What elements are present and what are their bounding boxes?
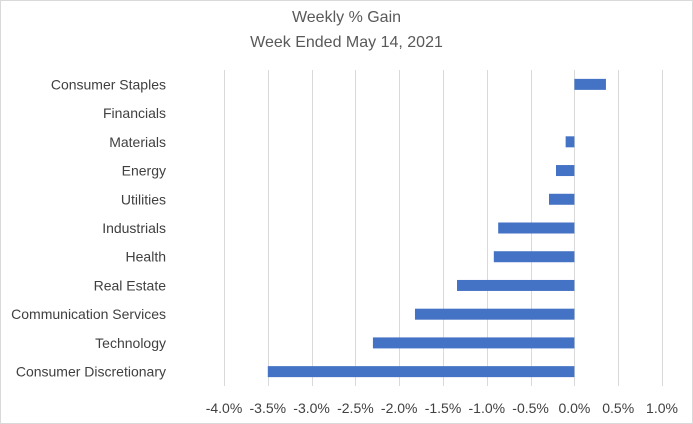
gridlines bbox=[224, 70, 663, 386]
bar bbox=[267, 366, 575, 378]
category-label: Consumer Staples bbox=[51, 76, 166, 92]
category-label: Industrials bbox=[102, 220, 166, 236]
category-label: Energy bbox=[122, 163, 166, 179]
chart-title: Weekly % Gain bbox=[291, 9, 402, 26]
x-tick-label: -3.5% bbox=[250, 400, 287, 416]
category-label: Health bbox=[126, 249, 166, 265]
x-tick-label: -2.5% bbox=[337, 400, 374, 416]
category-label: Consumer Discretionary bbox=[16, 364, 166, 380]
category-labels: Consumer Staples Financials Materials Energ… bbox=[11, 76, 166, 379]
x-tick-label: -4.0% bbox=[206, 400, 243, 416]
x-tick-label: 0.0% bbox=[558, 400, 590, 416]
bar bbox=[414, 308, 575, 320]
bar bbox=[372, 337, 575, 349]
category-label: Technology bbox=[95, 335, 166, 351]
x-tick-label: -2.0% bbox=[381, 400, 418, 416]
category-label: Real Estate bbox=[94, 277, 167, 293]
bar bbox=[457, 279, 575, 291]
bar bbox=[548, 193, 575, 205]
category-label: Financials bbox=[103, 105, 166, 121]
x-tick-label: 0.5% bbox=[602, 400, 634, 416]
x-tick-label: -1.0% bbox=[469, 400, 506, 416]
bar bbox=[574, 78, 606, 90]
x-tick-label: -3.0% bbox=[293, 400, 330, 416]
x-tick-label: 1.0% bbox=[646, 400, 678, 416]
bar bbox=[493, 251, 575, 263]
x-tick-labels: -4.0% -3.5% -3.0% -2.5% -2.0% -1.5% -1.0% -0.5%… bbox=[206, 400, 678, 416]
chart-subtitle: Week Ended May 14, 2021 bbox=[250, 34, 443, 51]
x-tick-label: -0.5% bbox=[512, 400, 549, 416]
bar bbox=[565, 136, 575, 148]
bar bbox=[498, 222, 575, 234]
category-label: Communication Services bbox=[11, 306, 166, 322]
category-label: Materials bbox=[109, 134, 166, 150]
x-tick-label: -1.5% bbox=[425, 400, 462, 416]
bars bbox=[267, 78, 606, 378]
bar bbox=[556, 165, 575, 177]
category-label: Utilities bbox=[121, 191, 166, 207]
